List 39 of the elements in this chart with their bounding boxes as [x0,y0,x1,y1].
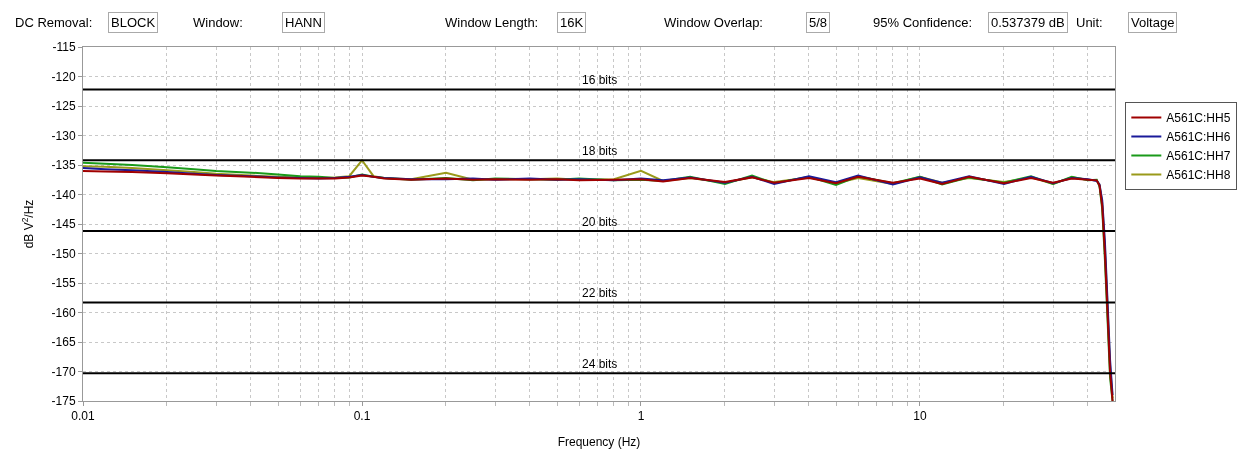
y-tick-label: -135 [51,158,76,173]
text: BLOCK [111,15,156,30]
y-tick-label: -175 [51,394,76,409]
y-tick-label: -155 [51,276,76,291]
text: DC Removal: [15,15,93,30]
y-tick-label: -165 [51,335,76,350]
x-tick-label: 0.1 [353,409,371,424]
text: HANN [285,15,322,30]
legend-label: A561C:HH6 [1166,130,1231,145]
y-tick-label: -125 [51,99,76,114]
y-tick-label: -150 [51,246,76,261]
x-tick-label: 0.01 [71,409,95,424]
text: Window: [193,15,243,30]
ref-line-label: 20 bits [582,215,618,229]
text: Voltage [1131,15,1175,30]
y-tick-label: -170 [51,364,76,379]
x-tick-label: 1 [637,409,645,424]
ref-line-label: 18 bits [582,144,618,158]
legend-label: A561C:HH8 [1166,168,1231,183]
x-axis-title: Frequency (Hz) [557,435,641,450]
text: 5/8 [809,15,828,30]
ref-line-label: 22 bits [582,286,618,300]
ref-line-label: 24 bits [582,357,618,371]
text: 0.537379 dB [991,15,1065,30]
text: Unit: [1076,15,1103,30]
text: Window Length: [445,15,539,30]
legend-label: A561C:HH7 [1166,149,1231,164]
y-tick-label: -140 [51,187,76,202]
y-tick-label: -130 [51,128,76,143]
ref-line-label: 16 bits [582,73,618,87]
x-tick-label: 10 [913,409,927,424]
legend-label: A561C:HH5 [1166,111,1231,126]
y-tick-label: -145 [51,217,76,232]
y-tick-label: -160 [51,305,76,320]
text: Window Overlap: [664,15,763,30]
y-tick-label: -115 [52,40,76,55]
text: 16K [560,15,584,30]
text: 95% Confidence: [873,15,973,30]
y-tick-label: -120 [51,69,76,84]
